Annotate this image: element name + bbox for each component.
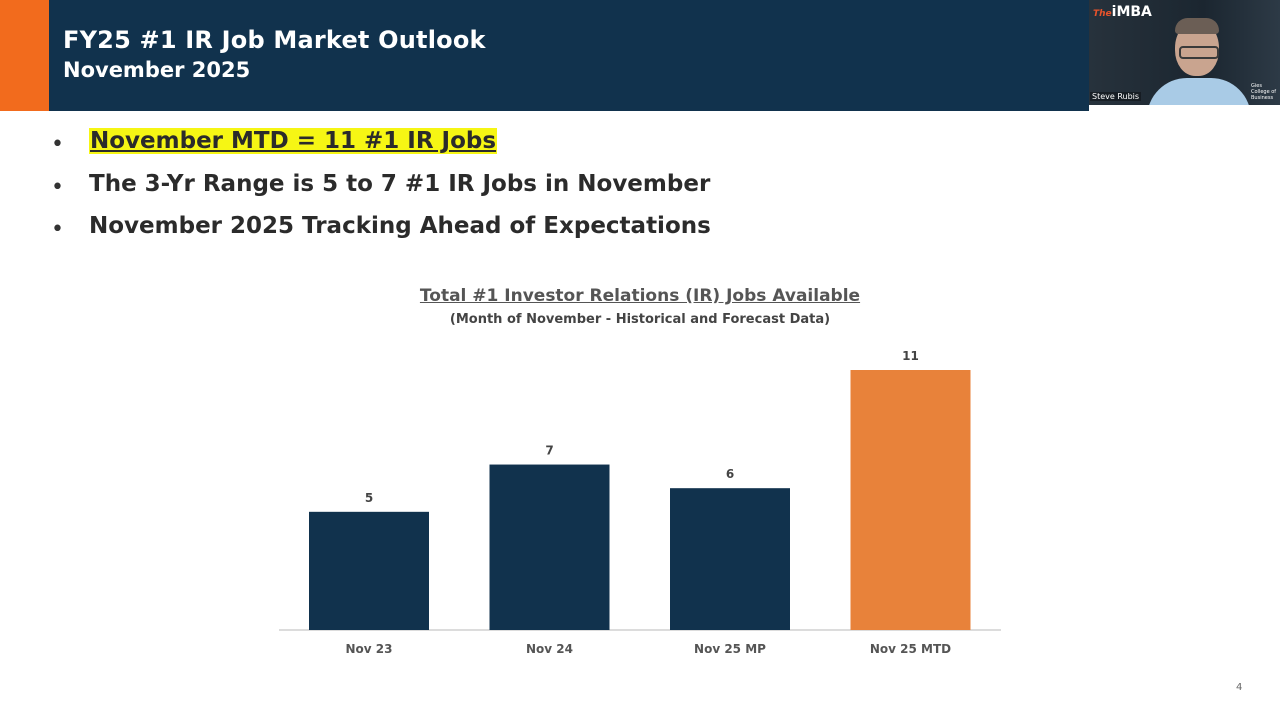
bullet-icon: •	[51, 132, 64, 157]
slide-header	[49, 0, 1089, 111]
logo-text: iMBA	[1111, 4, 1152, 20]
page-number: 4	[1236, 682, 1243, 693]
bar-nov-25-mtd	[850, 370, 971, 630]
participant-name: Steve Rubis	[1090, 92, 1142, 101]
chart-title: Total #1 Investor Relations (IR) Jobs Av…	[419, 286, 861, 306]
imba-logo: TheiMBA	[1093, 4, 1152, 20]
bullet-item-2: The 3-Yr Range is 5 to 7 #1 IR Jobs in N…	[89, 171, 711, 197]
presenter-hair	[1175, 18, 1219, 34]
bullet-icon: •	[51, 175, 64, 200]
x-tick-label: Nov 25 MTD	[870, 642, 951, 656]
chart-subtitle: (Month of November - Historical and Fore…	[449, 312, 831, 327]
x-tick-label: Nov 23	[346, 642, 393, 656]
data-label: 6	[726, 467, 734, 481]
bullet-item-1: November MTD = 11 #1 IR Jobs	[89, 128, 498, 154]
bar-nov-23	[309, 511, 429, 630]
x-tick-label: Nov 24	[526, 642, 573, 656]
college-logo: Gies College of Business	[1251, 83, 1277, 101]
data-label: 11	[902, 349, 919, 363]
slide-subtitle: November 2025	[63, 58, 251, 82]
slide-title: FY25 #1 IR Job Market Outlook	[63, 26, 486, 54]
data-label: 7	[545, 444, 553, 458]
webcam-tile[interactable]: TheiMBA Gies College of Business Steve R…	[1089, 0, 1280, 105]
data-label: 5	[365, 491, 373, 505]
bar-nov-25-mp	[670, 488, 790, 630]
accent-bar	[0, 0, 49, 111]
presenter-glasses	[1179, 46, 1219, 59]
bullet-item-3: November 2025 Tracking Ahead of Expectat…	[89, 213, 711, 239]
bar-nov-24	[489, 464, 610, 630]
x-tick-label: Nov 25 MP	[694, 642, 766, 656]
bullet-icon: •	[51, 217, 64, 242]
logo-prefix: The	[1093, 9, 1112, 19]
